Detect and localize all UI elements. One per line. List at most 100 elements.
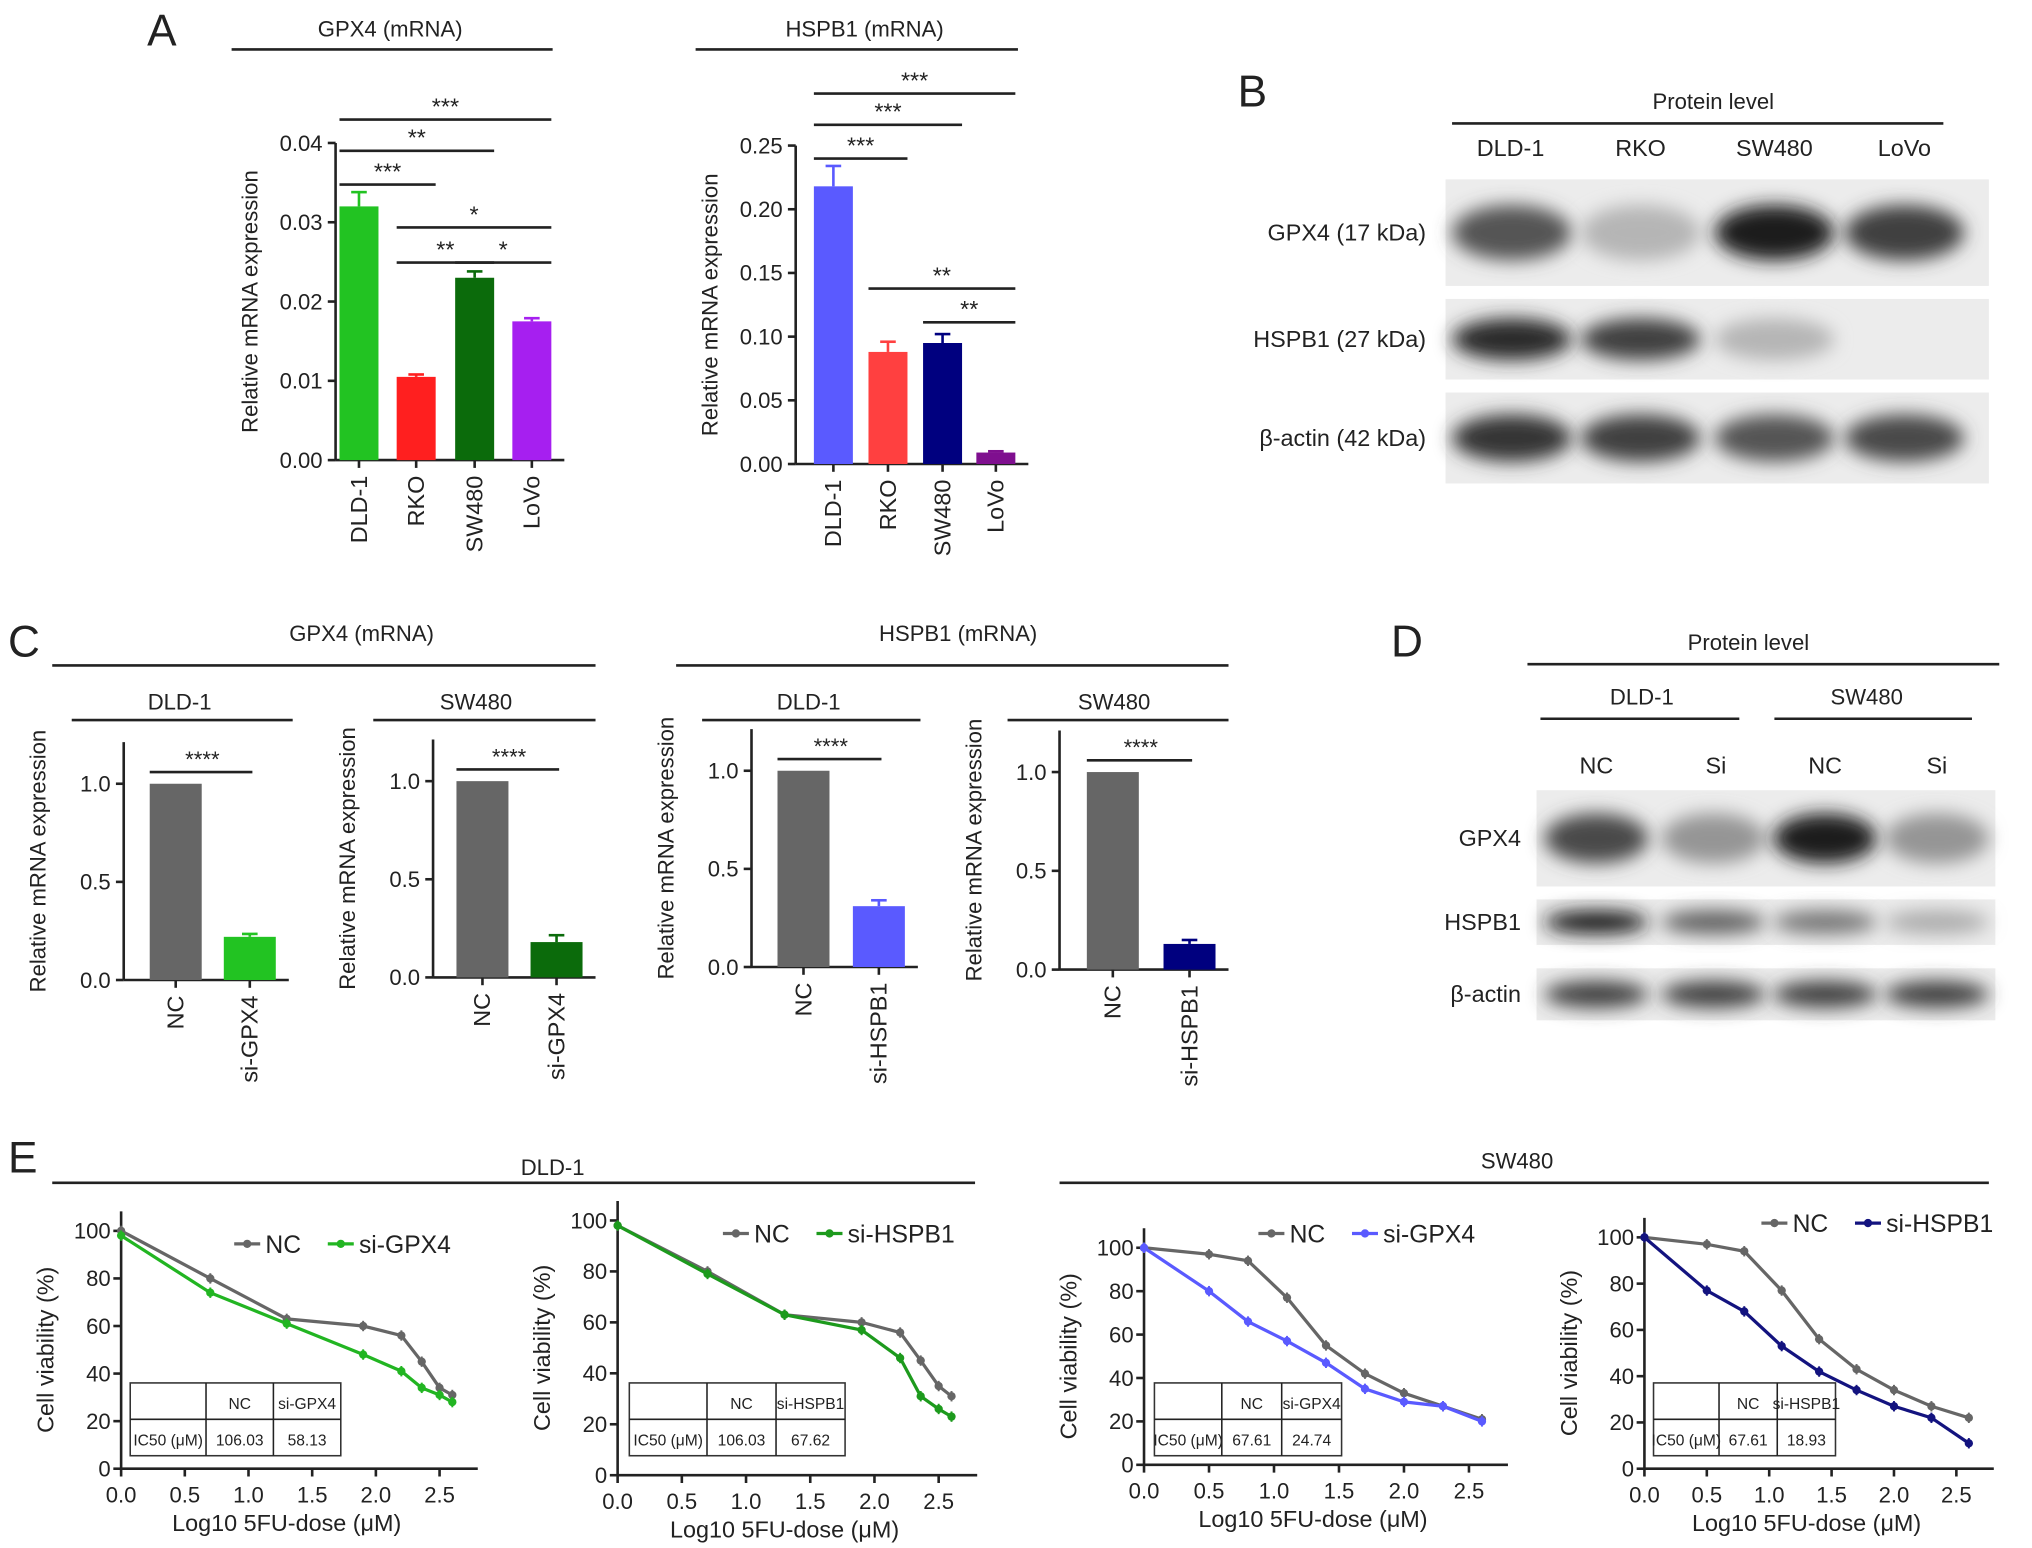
data-point [1702, 1240, 1711, 1249]
protein-band [1661, 813, 1766, 864]
data-point [1477, 1417, 1487, 1426]
legend-marker [336, 1239, 345, 1249]
data-point [1321, 1341, 1331, 1350]
y-tick-label: 80 [1109, 1279, 1134, 1304]
significance-label: *** [874, 99, 901, 125]
panel-label-e: E [8, 1133, 37, 1182]
blot-row-label: β-actin (42 kDa) [1259, 425, 1426, 451]
blot-row-label: β-actin [1450, 981, 1521, 1007]
x-tick-label: RKO [875, 480, 901, 531]
y-tick-label: 1.0 [708, 759, 739, 784]
x-tick-label: si-GPX4 [237, 996, 263, 1083]
protein-band [1661, 910, 1766, 934]
group-title: DLD-1 [521, 1155, 585, 1180]
y-tick-label: 40 [1109, 1366, 1134, 1391]
legend-label: si-GPX4 [1383, 1222, 1475, 1249]
x-tick-label: 1.0 [1259, 1479, 1290, 1504]
protein-band [1714, 204, 1835, 261]
data-point [1282, 1293, 1292, 1302]
series-line [616, 1224, 953, 1398]
bar [339, 206, 379, 461]
chart-title: GPX4 (mRNA) [318, 16, 463, 41]
table-cell: 24.74 [1292, 1432, 1331, 1449]
group-title: GPX4 (mRNA) [289, 621, 434, 646]
panel-label-a: A [147, 6, 177, 55]
data-point [1360, 1384, 1370, 1394]
x-tick-label: 0.5 [169, 1483, 200, 1508]
protein-band [1544, 980, 1649, 1008]
y-tick-label: 80 [1609, 1271, 1634, 1296]
data-point [780, 1310, 789, 1319]
bar [512, 321, 552, 461]
y-tick-label: 0.03 [280, 210, 323, 235]
y-tick-label: 100 [1097, 1236, 1134, 1261]
lane-label: SW480 [1736, 135, 1813, 161]
y-tick-label: 0.25 [740, 133, 783, 158]
y-tick-label: 1.0 [389, 769, 420, 794]
bar [396, 376, 436, 461]
y-tick-label: 20 [1609, 1410, 1634, 1435]
group-title: HSPB1 (mRNA) [879, 621, 1037, 646]
x-tick-label: SW480 [929, 480, 955, 557]
y-tick-label: 0.0 [708, 955, 739, 980]
data-point [857, 1318, 866, 1327]
panel-label-d: D [1391, 617, 1423, 666]
panel-label-b: B [1238, 68, 1267, 117]
y-tick-label: 80 [583, 1259, 608, 1284]
y-tick-label: 20 [1109, 1409, 1134, 1434]
legend-label: NC [1290, 1222, 1326, 1249]
data-point [1964, 1439, 1974, 1448]
x-tick-label: 1.0 [731, 1489, 762, 1514]
data-point [1243, 1317, 1253, 1326]
x-tick-label: 0.5 [1691, 1483, 1722, 1508]
lane-label: NC [1579, 752, 1613, 778]
data-point [358, 1321, 368, 1331]
protein-band [1773, 813, 1878, 864]
x-axis-label: Log10 5FU-dose (μM) [172, 1510, 401, 1536]
x-tick-label: 0.5 [1194, 1479, 1225, 1504]
x-tick-label: 0.0 [106, 1483, 137, 1508]
y-tick-label: 60 [1109, 1322, 1134, 1347]
y-tick-label: 0.15 [740, 261, 783, 286]
bar [455, 277, 495, 461]
x-tick-label: si-GPX4 [543, 993, 569, 1080]
protein-band [1544, 813, 1649, 864]
y-tick-label: 100 [1597, 1225, 1634, 1250]
data-point [1814, 1367, 1824, 1376]
x-tick-label: 2.5 [424, 1483, 455, 1508]
significance-label: * [499, 236, 508, 262]
y-tick-label: 0.5 [389, 867, 420, 892]
x-tick-label: 2.0 [859, 1489, 890, 1514]
protein-band [1580, 318, 1701, 361]
y-tick-label: 0.00 [740, 452, 783, 477]
protein-band [1580, 414, 1701, 462]
y-tick-label: 60 [86, 1314, 111, 1339]
y-tick-label: 40 [583, 1361, 608, 1386]
table-cell: 67.61 [1729, 1432, 1768, 1449]
bar [813, 186, 853, 465]
data-point [448, 1390, 457, 1400]
protein-band [1884, 813, 1989, 864]
data-point [895, 1353, 905, 1363]
data-point [1243, 1256, 1253, 1265]
y-axis-label: Relative mRNA expression [654, 717, 679, 980]
lane-label: DLD-1 [1477, 135, 1545, 161]
table-header-cell: NC [1737, 1396, 1760, 1413]
x-tick-label: 0.0 [602, 1489, 633, 1514]
protein-band [1661, 980, 1766, 1008]
data-point [1139, 1243, 1149, 1252]
y-tick-label: 0.04 [280, 131, 323, 156]
x-tick-label: SW480 [461, 476, 487, 553]
lane-label: Si [1926, 752, 1947, 778]
table-header-cell: si-HSPB1 [777, 1396, 845, 1413]
protein-band [1544, 910, 1649, 934]
y-tick-label: 100 [570, 1208, 607, 1233]
data-point [435, 1390, 444, 1400]
significance-label: **** [1124, 735, 1159, 760]
data-point [1399, 1389, 1409, 1398]
legend-marker [1863, 1218, 1873, 1228]
protein-band [1452, 204, 1572, 261]
protein-band [1452, 414, 1572, 462]
x-tick-label: 2.0 [1389, 1479, 1420, 1504]
significance-label: ** [408, 125, 426, 151]
